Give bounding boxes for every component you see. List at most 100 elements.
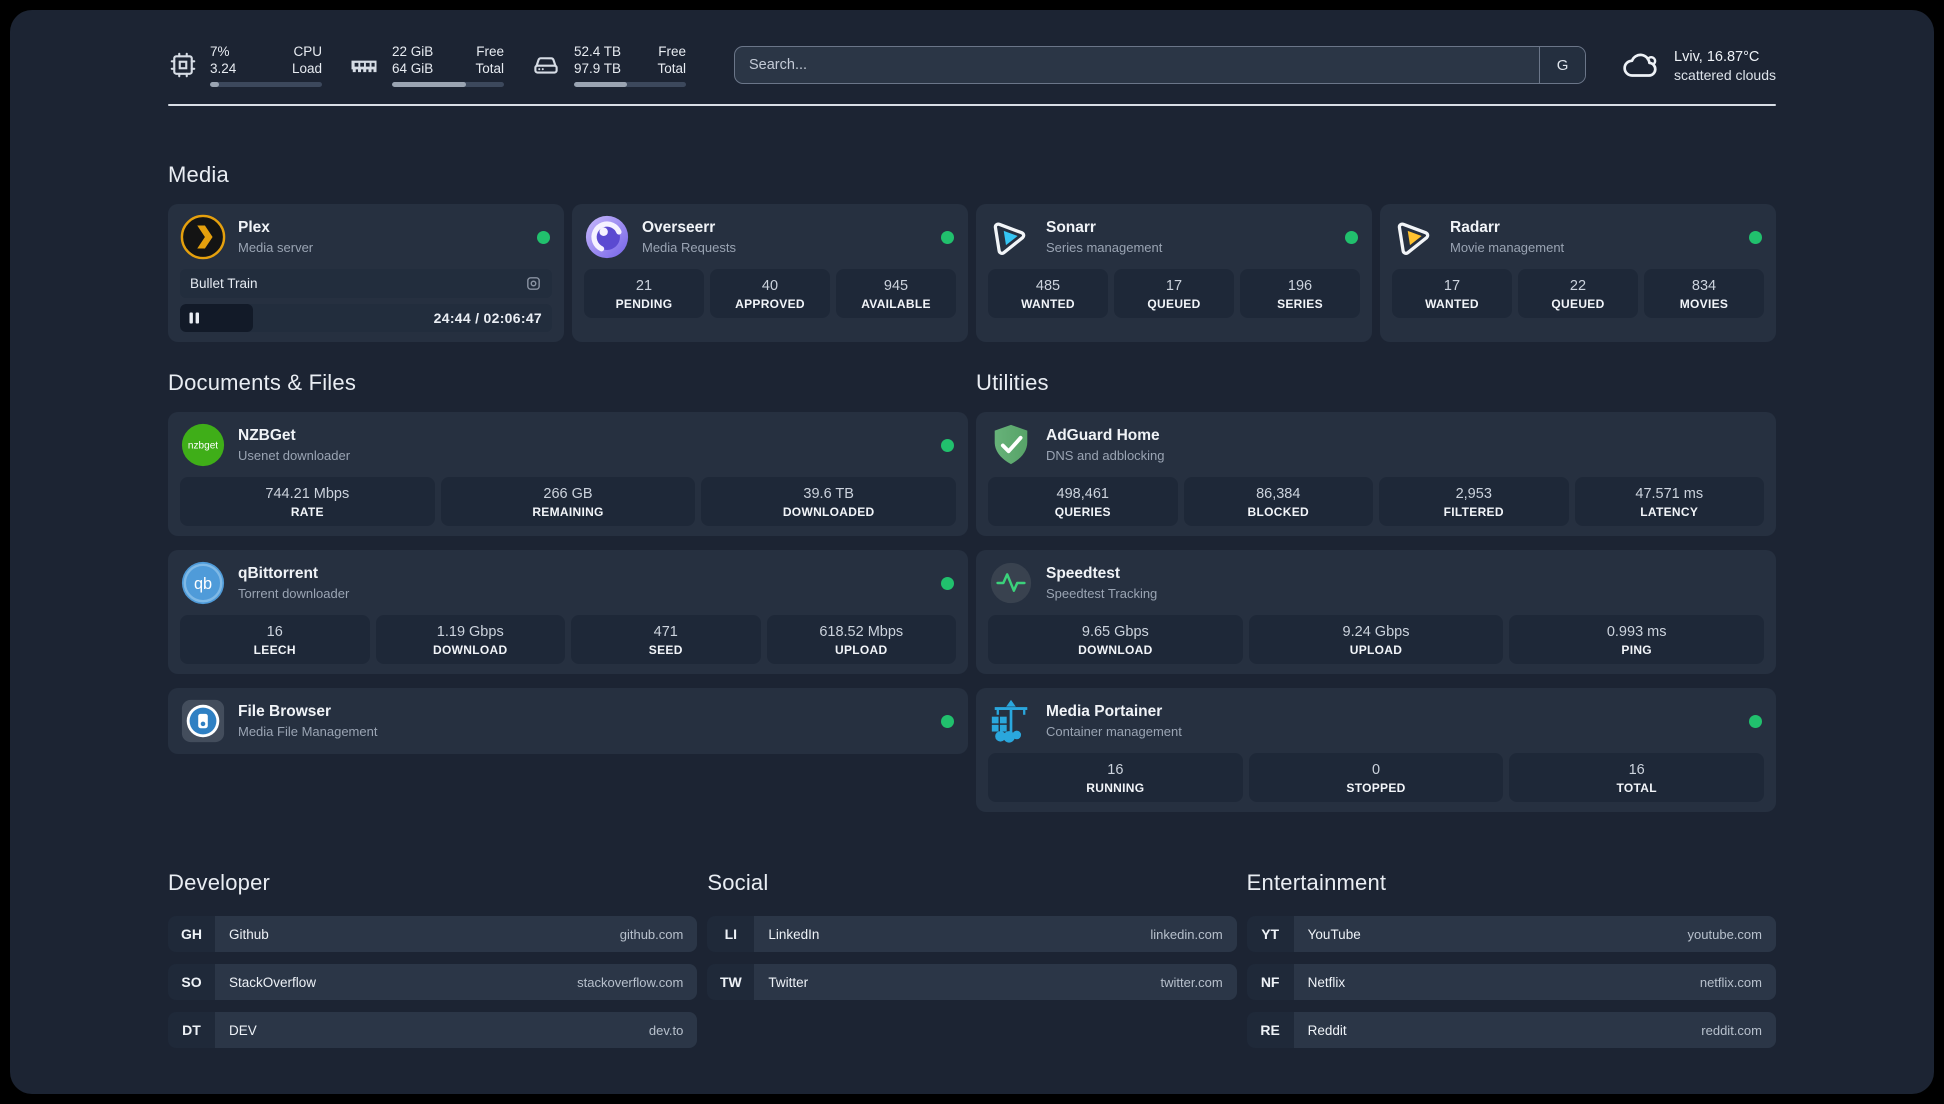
bookmark-label: DEV bbox=[229, 1022, 257, 1038]
status-dot bbox=[941, 576, 954, 590]
card-subtitle: Series management bbox=[1046, 240, 1163, 255]
disk-free: 52.4 TB bbox=[574, 44, 622, 59]
bookmark-label: Netflix bbox=[1307, 974, 1346, 990]
playback-time: 24:44 / 02:06:47 bbox=[433, 310, 542, 326]
bookmark-reddit[interactable]: RE Reddit reddit.com bbox=[1246, 1012, 1776, 1048]
top-divider bbox=[168, 104, 1776, 106]
stat-upload: 9.24 Gbps UPLOAD bbox=[1248, 615, 1504, 664]
stat-approved: 40 APPROVED bbox=[710, 269, 830, 318]
memory-icon bbox=[348, 50, 380, 80]
social-section-heading: Social bbox=[707, 870, 769, 895]
cpu-label-1: CPU bbox=[293, 44, 322, 59]
social-links-column: Social LI LinkedIn linkedin.com TW Twitt… bbox=[707, 870, 1237, 1060]
card-subtitle: Speedtest Tracking bbox=[1046, 586, 1158, 601]
bookmark-url: linkedin.com bbox=[1150, 926, 1223, 942]
bookmark-twitter[interactable]: TW Twitter twitter.com bbox=[707, 964, 1237, 1000]
cpu-icon bbox=[168, 50, 198, 80]
disk-widget: 52.4 TB 97.9 TB Free Total bbox=[530, 43, 686, 87]
overseerr-card[interactable]: Overseerr Media Requests 21 PENDING 40 A… bbox=[572, 204, 968, 342]
search-bar: G bbox=[734, 46, 1587, 84]
filebrowser-card[interactable]: File Browser Media File Management bbox=[168, 688, 968, 754]
stat-queries: 498,461 QUERIES bbox=[988, 477, 1178, 526]
portainer-card[interactable]: Media Portainer Container management 16 … bbox=[976, 688, 1776, 812]
portainer-icon bbox=[988, 698, 1034, 744]
plex-card[interactable]: Plex Media server Bullet Train bbox=[168, 204, 564, 342]
developer-links-column: Developer GH Github github.com SO StackO… bbox=[168, 870, 698, 1060]
bookmark-url: youtube.com bbox=[1687, 926, 1762, 942]
media-grid: Plex Media server Bullet Train bbox=[168, 204, 1776, 342]
entertainment-section-heading: Entertainment bbox=[1246, 870, 1387, 895]
bookmark-abbr: TW bbox=[707, 964, 755, 1000]
bookmark-youtube[interactable]: YT YouTube youtube.com bbox=[1246, 916, 1776, 952]
card-subtitle: Container management bbox=[1046, 724, 1182, 739]
status-dot bbox=[1749, 230, 1762, 244]
bookmark-label: StackOverflow bbox=[229, 974, 317, 990]
status-dot bbox=[1749, 714, 1762, 728]
cpu-widget: 7% 3.24 CPU Load bbox=[168, 43, 322, 87]
bookmark-url: twitter.com bbox=[1160, 974, 1223, 990]
memory-label-1: Free bbox=[476, 44, 504, 59]
radarr-icon bbox=[1392, 214, 1438, 260]
speedtest-icon bbox=[988, 560, 1034, 606]
card-subtitle: Media Requests bbox=[642, 240, 736, 255]
documents-section-heading: Documents & Files bbox=[168, 370, 357, 395]
card-title: Radarr bbox=[1450, 219, 1500, 236]
weather-location-temp: Lviv, 16.87°C bbox=[1674, 48, 1760, 65]
nzbget-card[interactable]: nzbget NZBGet Usenet downloader 744.21 M… bbox=[168, 412, 968, 536]
speedtest-card[interactable]: Speedtest Speedtest Tracking 9.65 Gbps D… bbox=[976, 550, 1776, 674]
top-bar: 7% 3.24 CPU Load bbox=[168, 38, 1776, 92]
card-title: qBittorrent bbox=[238, 565, 319, 582]
status-dot bbox=[941, 230, 954, 244]
now-playing-row: Bullet Train bbox=[180, 269, 552, 298]
bookmark-abbr: RE bbox=[1246, 1012, 1294, 1048]
bookmark-netflix[interactable]: NF Netflix netflix.com bbox=[1246, 964, 1776, 1000]
qbittorrent-card[interactable]: qb qBittorrent Torrent downloader 16 LEE… bbox=[168, 550, 968, 674]
entertainment-links-column: Entertainment YT YouTube youtube.com NF … bbox=[1246, 870, 1776, 1060]
bookmark-github[interactable]: GH Github github.com bbox=[168, 916, 698, 952]
bookmark-label: LinkedIn bbox=[768, 926, 820, 942]
stat-latency: 47.571 ms LATENCY bbox=[1574, 477, 1764, 526]
bookmark-linkedin[interactable]: LI LinkedIn linkedin.com bbox=[707, 916, 1237, 952]
documents-column: Documents & Files nzbget NZBGet Usenet d… bbox=[168, 370, 968, 812]
overseerr-icon bbox=[584, 214, 630, 260]
stat-upload: 618.52 Mbps UPLOAD bbox=[766, 615, 956, 664]
adguard-icon bbox=[988, 422, 1034, 468]
stat-wanted: 485 WANTED bbox=[988, 269, 1108, 318]
media-section-heading: Media bbox=[168, 162, 229, 187]
card-title: Sonarr bbox=[1046, 219, 1096, 236]
radarr-card[interactable]: Radarr Movie management 17 WANTED 22 QUE… bbox=[1380, 204, 1776, 342]
status-dot bbox=[941, 714, 954, 728]
memory-bar bbox=[392, 82, 504, 87]
memory-free: 22 GiB bbox=[392, 44, 434, 59]
card-subtitle: Media File Management bbox=[238, 724, 378, 739]
stat-queued: 17 QUEUED bbox=[1114, 269, 1234, 318]
bookmark-stackoverflow[interactable]: SO StackOverflow stackoverflow.com bbox=[168, 964, 698, 1000]
card-subtitle: Torrent downloader bbox=[238, 586, 350, 601]
stat-downloaded: 39.6 TB DOWNLOADED bbox=[701, 477, 957, 526]
bookmark-abbr: NF bbox=[1246, 964, 1294, 1000]
search-input[interactable] bbox=[735, 47, 1540, 83]
bookmark-abbr: SO bbox=[168, 964, 215, 1000]
search-provider-button[interactable]: G bbox=[1539, 47, 1586, 83]
disk-total: 97.9 TB bbox=[574, 61, 622, 76]
card-title: AdGuard Home bbox=[1046, 427, 1160, 444]
disk-bar bbox=[574, 82, 686, 87]
pause-icon bbox=[189, 312, 200, 324]
dashboard: 7% 3.24 CPU Load bbox=[10, 10, 1934, 1094]
weather-condition: scattered clouds bbox=[1674, 66, 1776, 83]
qbittorrent-icon: qb bbox=[180, 560, 226, 606]
bookmark-label: Twitter bbox=[768, 974, 809, 990]
adguard-card[interactable]: AdGuard Home DNS and adblocking 498,461 … bbox=[976, 412, 1776, 536]
cpu-loadavg: 3.24 bbox=[210, 61, 237, 76]
stat-running: 16 RUNNING bbox=[988, 753, 1243, 802]
stat-series: 196 SERIES bbox=[1240, 269, 1360, 318]
disk-icon bbox=[530, 50, 562, 80]
sonarr-card[interactable]: Sonarr Series management 485 WANTED 17 Q… bbox=[976, 204, 1372, 342]
plex-icon bbox=[180, 214, 226, 260]
stat-wanted: 17 WANTED bbox=[1392, 269, 1512, 318]
card-title: Speedtest bbox=[1046, 565, 1121, 582]
disk-label-1: Free bbox=[658, 44, 686, 59]
bookmark-url: reddit.com bbox=[1701, 1022, 1762, 1038]
stat-available: 945 AVAILABLE bbox=[836, 269, 956, 318]
bookmark-dev[interactable]: DT DEV dev.to bbox=[168, 1012, 698, 1048]
